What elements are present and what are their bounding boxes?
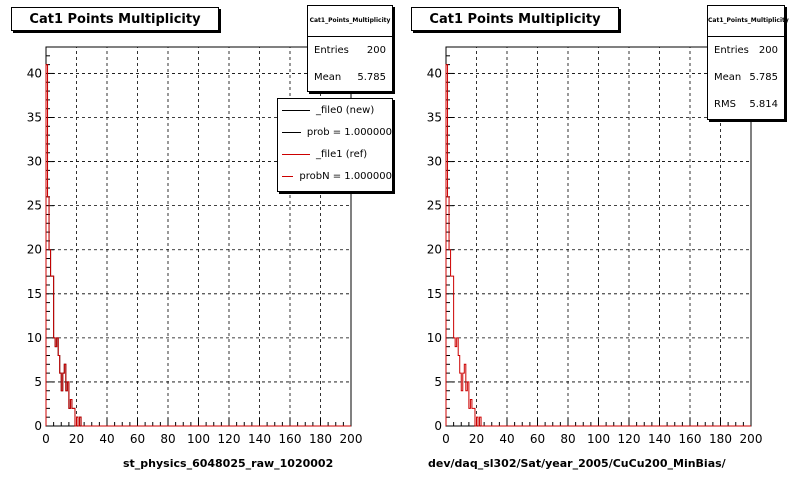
legend-swatch: [282, 109, 310, 111]
y-tick-label: 10: [27, 331, 42, 345]
x-tick-label: 20: [469, 432, 484, 446]
y-tick-label: 0: [34, 419, 42, 433]
left-stats-row-mean: Mean 5.785: [308, 64, 392, 91]
stats-label: Entries: [714, 45, 749, 56]
stats-label: Entries: [314, 45, 349, 56]
x-tick-label: 20: [69, 432, 84, 446]
x-tick-label: 40: [499, 432, 514, 446]
stats-label: RMS: [714, 99, 736, 110]
y-tick-label: 40: [427, 66, 442, 80]
stats-label: Mean: [314, 72, 342, 83]
x-tick-label: 160: [679, 432, 702, 446]
y-tick-label: 10: [427, 331, 442, 345]
legend-label: _file0 (new): [316, 104, 375, 116]
stats-value: 5.785: [357, 72, 386, 83]
legend-entry: _file0 (new): [278, 99, 392, 121]
y-tick-label: 25: [427, 199, 442, 213]
x-tick-label: 60: [130, 432, 145, 446]
stats-value: 5.814: [749, 99, 778, 110]
histogram-series-1: [445, 64, 751, 427]
legend-swatch: [282, 153, 310, 155]
x-tick-label: 160: [279, 432, 302, 446]
right-stats-row-rms: RMS 5.814: [708, 91, 784, 118]
x-tick-label: 0: [442, 432, 450, 446]
right-x-caption: dev/daq_sl302/Sat/year_2005/CuCu200_MinB…: [428, 457, 726, 470]
x-tick-label: 200: [740, 432, 763, 446]
right-stats-name: Cat1_Points_Multiplicity: [708, 6, 789, 37]
x-tick-label: 80: [160, 432, 175, 446]
y-tick-label: 35: [427, 111, 442, 125]
x-tick-label: 60: [530, 432, 545, 446]
legend-entry: prob = 1.000000: [278, 121, 392, 143]
y-tick-label: 15: [27, 287, 42, 301]
left-x-caption: st_physics_6048025_raw_1020002: [123, 457, 334, 470]
histogram-series-2: [45, 64, 351, 427]
right-title: Cat1 Points Multiplicity: [429, 11, 601, 27]
x-tick-label: 100: [587, 432, 610, 446]
y-tick-label: 15: [427, 287, 442, 301]
y-tick-label: 20: [427, 243, 442, 257]
stats-value: 200: [366, 45, 386, 56]
legend-entry: probN = 1.000000: [278, 165, 392, 187]
stats-value: 200: [758, 45, 778, 56]
x-tick-label: 40: [99, 432, 114, 446]
y-tick-label: 0: [434, 419, 442, 433]
x-tick-label: 80: [560, 432, 575, 446]
left-title: Cat1 Points Multiplicity: [29, 11, 201, 27]
right-stats-row-mean: Mean 5.785: [708, 64, 784, 91]
x-tick-label: 180: [309, 432, 332, 446]
left-stats-box: Cat1_Points_Multiplicity Entries 200 Mea…: [307, 5, 393, 92]
left-legend: _file0 (new) prob = 1.000000 _file1 (ref…: [277, 98, 393, 192]
stats-value: 5.785: [749, 72, 778, 83]
x-tick-label: 200: [340, 432, 363, 446]
legend-entry: _file1 (ref): [278, 143, 392, 165]
y-tick-label: 35: [27, 111, 42, 125]
left-stats-row-entries: Entries 200: [308, 37, 392, 64]
y-tick-label: 5: [34, 375, 42, 389]
legend-label: _file1 (ref): [316, 148, 368, 160]
x-tick-label: 0: [42, 432, 50, 446]
x-tick-label: 140: [648, 432, 671, 446]
x-tick-label: 180: [709, 432, 732, 446]
legend-label: prob = 1.000000: [306, 126, 392, 138]
y-tick-label: 40: [27, 66, 42, 80]
right-stats-box: Cat1_Points_Multiplicity Entries 200 Mea…: [707, 5, 789, 120]
legend-swatch: [282, 175, 294, 177]
right-stats-row-entries: Entries 200: [708, 37, 784, 64]
left-title-box: Cat1 Points Multiplicity: [11, 7, 219, 31]
x-tick-label: 120: [618, 432, 641, 446]
legend-label: probN = 1.000000: [299, 170, 392, 182]
right-title-box: Cat1 Points Multiplicity: [411, 7, 619, 31]
stats-label: Mean: [714, 72, 742, 83]
y-tick-label: 5: [434, 375, 442, 389]
y-tick-label: 30: [427, 155, 442, 169]
left-stats-name: Cat1_Points_Multiplicity: [308, 6, 392, 37]
y-tick-label: 25: [27, 199, 42, 213]
y-tick-label: 30: [27, 155, 42, 169]
y-tick-label: 20: [27, 243, 42, 257]
x-tick-label: 120: [218, 432, 241, 446]
x-tick-label: 140: [248, 432, 271, 446]
x-tick-label: 100: [187, 432, 210, 446]
legend-swatch: [282, 131, 301, 133]
